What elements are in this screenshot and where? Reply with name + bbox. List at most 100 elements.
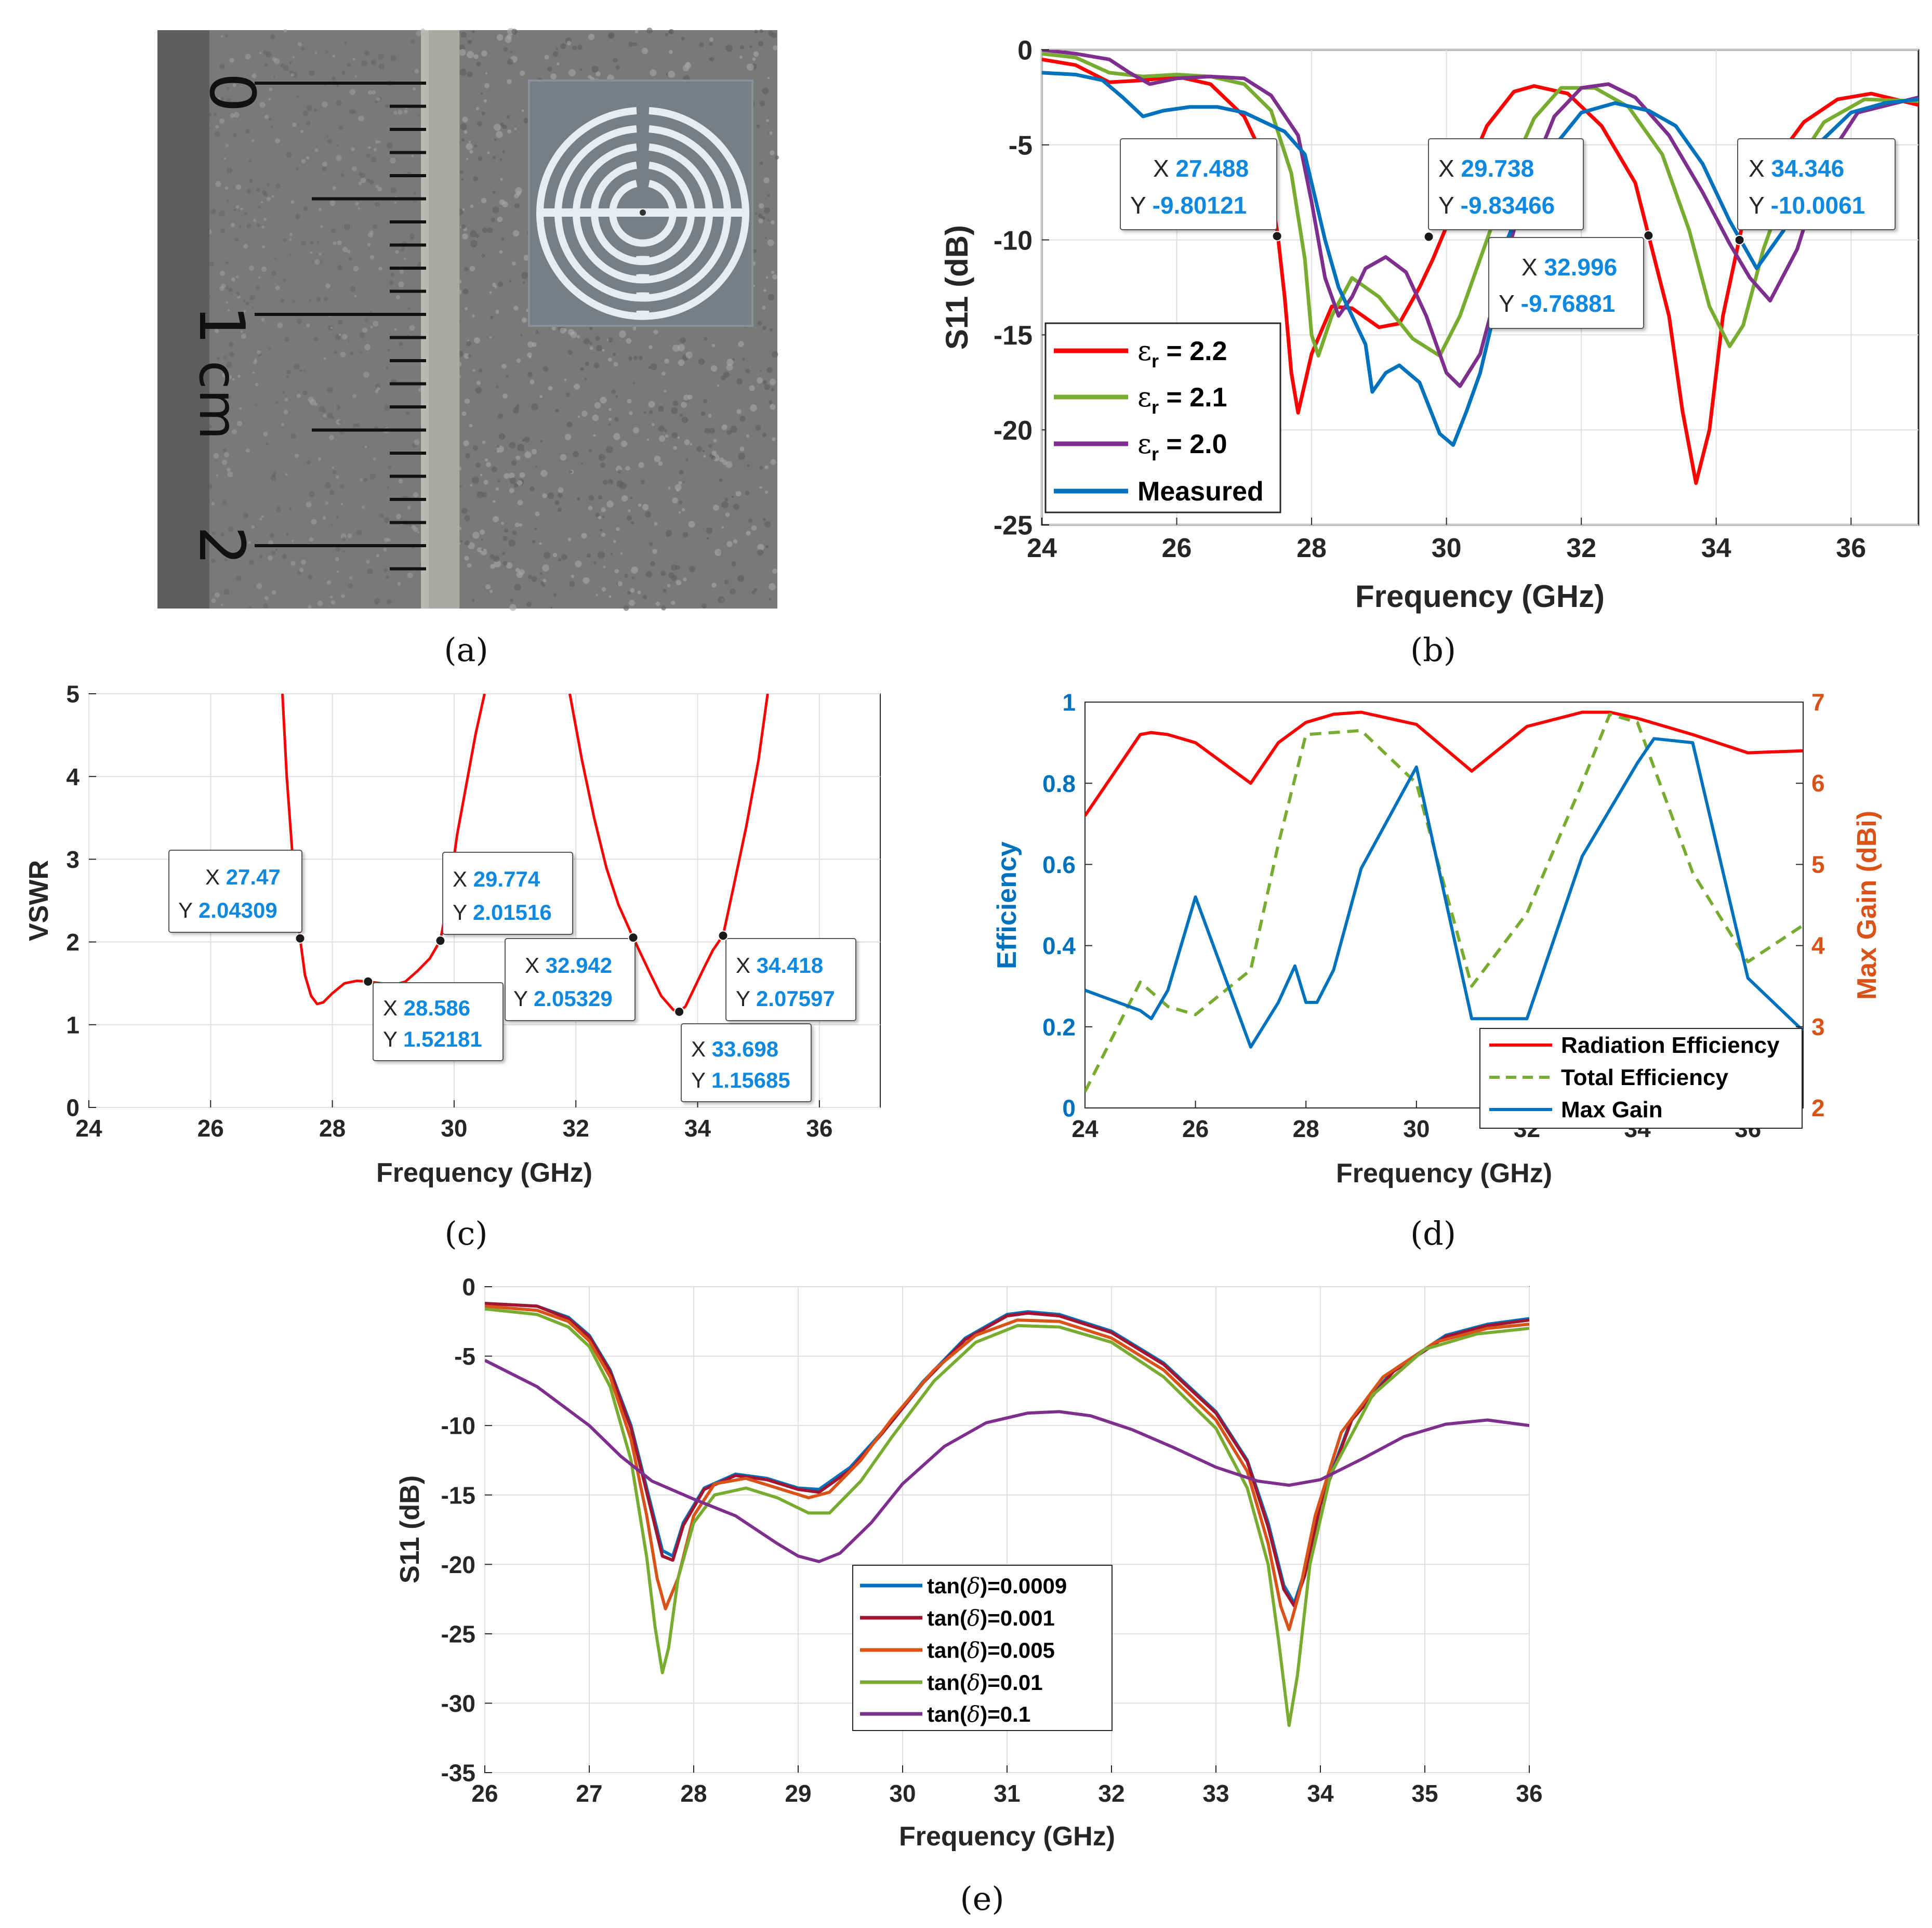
texture-speck [464,130,468,134]
texture-speck [521,272,528,279]
texture-speck [224,157,226,160]
texture-speck [255,403,258,406]
texture-speck [236,275,239,279]
texture-speck [706,537,709,540]
texture-speck [624,574,628,578]
texture-speck [215,125,219,129]
texture-speck [400,247,405,252]
texture-speck [771,32,777,38]
texture-speck [512,261,516,266]
texture-speck [703,399,708,404]
texture-speck [376,97,380,101]
texture-speck [348,583,353,588]
texture-speck [757,549,763,556]
texture-speck [226,199,229,202]
texture-speck [736,409,742,414]
x-tick-label: 24 [75,1115,102,1142]
ruler-ticks [255,82,426,571]
texture-speck [234,237,239,242]
texture-speck [658,425,665,432]
texture-speck [223,589,230,595]
texture-speck [215,592,220,598]
texture-speck [263,603,268,609]
texture-speck [690,443,693,446]
texture-speck [461,411,467,416]
texture-speck [327,139,332,144]
texture-speck [481,197,487,204]
texture-speck [322,166,327,171]
texture-speck [566,421,573,428]
texture-speck [480,473,483,477]
datatip-marker [295,933,306,944]
texture-speck [492,206,499,214]
texture-speck [306,105,312,111]
texture-speck [709,42,713,46]
texture-speck [249,266,254,271]
texture-speck [681,36,685,41]
x-tick-label: 34 [1701,533,1731,563]
panel-a-photo: 0 1 cm 2 [157,28,779,611]
texture-speck [409,233,415,239]
texture-speck [685,458,689,461]
ruler-unit: cm [188,361,248,440]
texture-speck [527,352,532,358]
texture-speck [542,366,549,372]
texture-speck [459,170,464,174]
texture-speck [759,161,763,165]
texture-speck [766,367,773,373]
texture-speck [350,351,354,355]
texture-speck [757,321,762,326]
texture-speck [745,368,750,374]
texture-speck [658,406,664,412]
datatip: X 32.996 Y -9.76881 [1488,237,1644,329]
texture-speck [628,509,631,512]
texture-speck [763,518,766,521]
texture-speck [363,372,369,378]
texture-speck [340,351,346,358]
texture-speck [764,384,770,390]
x-tick-label: 26 [1162,533,1192,563]
texture-speck [738,341,744,347]
texture-speck [637,590,641,595]
y-tick-label: 0.8 [1042,770,1076,797]
texture-speck [501,551,506,556]
texture-speck [222,500,227,505]
x-tick-labels: 26 27 28 29 30 31 32 33 34 35 36 [471,1765,1543,1807]
texture-speck [241,551,244,554]
plot-lines [485,1302,1529,1727]
texture-speck [581,533,587,539]
texture-speck [377,187,382,192]
texture-speck [581,411,588,417]
texture-speck [286,152,292,158]
texture-speck [306,156,310,160]
datatip-y: Y 2.01516 [453,900,552,925]
y-tick-label: -10 [441,1412,475,1440]
texture-speck [487,227,493,233]
texture-speck [502,536,508,541]
x-tick-label: 30 [441,1115,467,1142]
texture-speck [308,574,313,579]
texture-speck [270,125,273,128]
antenna-sample [528,80,753,327]
texture-speck [259,554,263,559]
datatip-marker [1734,234,1745,245]
texture-speck [681,402,687,408]
texture-speck [219,63,225,70]
y-tick-label: -15 [994,321,1033,351]
legend-label-radiation-efficiency: Radiation Efficiency [1561,1033,1780,1058]
texture-speck [767,239,774,246]
texture-speck [467,71,473,77]
texture-speck [251,525,255,529]
legend-label-er21: εr = 2.1 [1137,382,1227,418]
texture-speck [227,167,233,174]
x-tick-label: 27 [576,1780,602,1807]
texture-speck [611,553,613,555]
texture-speck [264,596,269,600]
x-tick-label: 28 [319,1115,346,1142]
texture-speck [497,216,503,222]
texture-speck [344,224,350,230]
texture-speck [264,114,269,120]
texture-speck [514,405,520,411]
texture-speck [520,334,523,337]
texture-speck [337,240,342,245]
